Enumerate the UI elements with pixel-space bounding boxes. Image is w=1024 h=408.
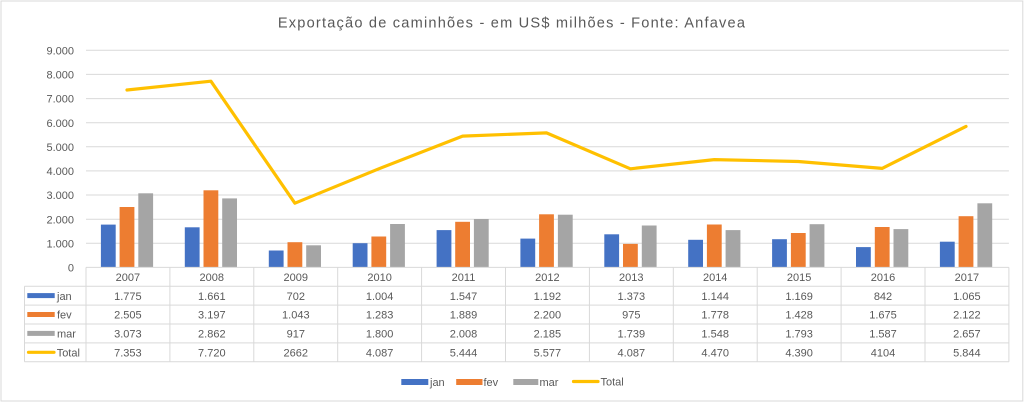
svg-text:1.793: 1.793 [785,329,813,341]
svg-text:5.844: 5.844 [953,348,981,360]
svg-text:Exportação de caminhões - em U: Exportação de caminhões - em US$ milhões… [278,16,746,32]
svg-text:2015: 2015 [787,272,811,284]
svg-text:1.547: 1.547 [450,291,478,303]
svg-text:2013: 2013 [619,272,643,284]
svg-text:1.004: 1.004 [366,291,394,303]
svg-text:2.122: 2.122 [953,310,981,322]
svg-text:jan: jan [429,377,445,389]
svg-text:3.197: 3.197 [198,310,226,322]
svg-text:2.185: 2.185 [534,329,562,341]
svg-text:1.661: 1.661 [198,291,226,303]
svg-text:2.000: 2.000 [46,214,74,226]
svg-text:2017: 2017 [955,272,979,284]
svg-text:4.087: 4.087 [366,348,394,360]
svg-text:1.283: 1.283 [366,310,394,322]
svg-text:2.657: 2.657 [953,329,981,341]
svg-text:5.577: 5.577 [534,348,562,360]
svg-text:Total: Total [57,348,80,360]
svg-text:2.862: 2.862 [198,329,226,341]
svg-text:5.444: 5.444 [450,348,478,360]
svg-text:fev: fev [484,377,499,389]
svg-text:8.000: 8.000 [46,70,74,82]
svg-text:1.000: 1.000 [46,238,74,250]
svg-text:5.000: 5.000 [46,142,74,154]
svg-text:1.775: 1.775 [114,291,142,303]
svg-text:1.889: 1.889 [450,310,478,322]
svg-text:2.505: 2.505 [114,310,142,322]
svg-text:1.065: 1.065 [953,291,981,303]
svg-text:1.548: 1.548 [701,329,729,341]
svg-text:2007: 2007 [116,272,140,284]
svg-text:jan: jan [56,291,72,303]
svg-text:7.353: 7.353 [114,348,142,360]
svg-text:842: 842 [874,291,892,303]
svg-text:4104: 4104 [871,348,895,360]
svg-text:1.144: 1.144 [701,291,729,303]
svg-text:1.192: 1.192 [534,291,562,303]
svg-text:2009: 2009 [284,272,308,284]
svg-text:2011: 2011 [452,272,476,284]
svg-text:2010: 2010 [367,272,391,284]
svg-text:2014: 2014 [703,272,727,284]
svg-text:2.008: 2.008 [450,329,478,341]
svg-text:3.073: 3.073 [114,329,142,341]
svg-text:4.470: 4.470 [701,348,729,360]
svg-text:1.373: 1.373 [618,291,646,303]
svg-text:1.675: 1.675 [869,310,897,322]
svg-text:mar: mar [540,377,559,389]
svg-text:7.720: 7.720 [198,348,226,360]
svg-text:4.000: 4.000 [46,166,74,178]
svg-text:1.778: 1.778 [701,310,729,322]
svg-text:fev: fev [57,310,72,322]
svg-text:2.200: 2.200 [534,310,562,322]
svg-text:917: 917 [287,329,305,341]
svg-text:2008: 2008 [200,272,224,284]
svg-text:6.000: 6.000 [46,118,74,130]
svg-text:1.043: 1.043 [282,310,310,322]
svg-text:1.739: 1.739 [618,329,646,341]
svg-text:702: 702 [287,291,305,303]
svg-text:3.000: 3.000 [46,190,74,202]
svg-text:1.800: 1.800 [366,329,394,341]
svg-text:1.169: 1.169 [785,291,813,303]
svg-text:1.587: 1.587 [869,329,897,341]
svg-text:9.000: 9.000 [46,45,74,57]
svg-text:2012: 2012 [535,272,559,284]
svg-text:0: 0 [68,263,74,275]
svg-text:4.087: 4.087 [618,348,646,360]
svg-text:975: 975 [622,310,640,322]
svg-text:1.428: 1.428 [785,310,813,322]
svg-text:4.390: 4.390 [785,348,813,360]
svg-text:7.000: 7.000 [46,94,74,106]
svg-text:2662: 2662 [284,348,308,360]
svg-text:2016: 2016 [871,272,895,284]
svg-text:mar: mar [57,329,76,341]
svg-text:Total: Total [601,377,624,389]
